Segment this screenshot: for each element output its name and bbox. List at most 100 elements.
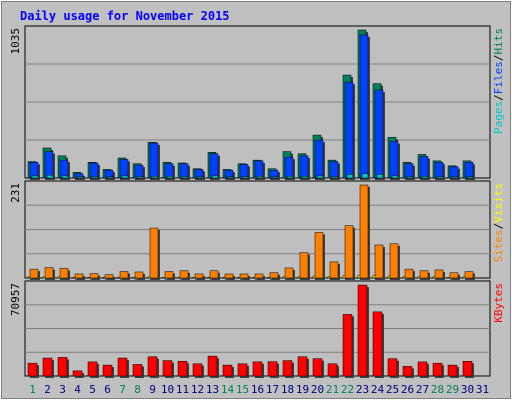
bar-pages-day-27-shadow [424,178,430,180]
bar-kbytes-day-13 [207,355,218,377]
bar-files-day-2 [44,151,54,179]
day-label-25: 25 [386,383,399,396]
bar-sites-day-4 [74,273,84,279]
bar-files-day-21 [329,161,339,179]
bar-pages-day-17 [271,176,279,179]
day-label-26: 26 [401,383,414,396]
bar-pages-day-25 [391,175,399,179]
bar-pages-day-4-shadow [79,178,85,180]
bar-sites-day-6-shadow [107,276,115,280]
legend-entry-hits-files-pages-4: Hits [492,28,505,55]
bar-kbytes-day-24 [372,311,383,377]
bar-kbytes-day-23 [357,284,368,377]
legend-entry-hits-files-pages-0: Pages [492,101,505,134]
legend-entry-hits-files-pages-3: / [492,55,505,62]
day-label-17: 17 [266,383,279,396]
legend-entry-visits-sites-0: Sites [492,229,505,262]
bar-sites-day-26 [404,268,414,279]
day-label-20: 20 [311,383,324,396]
bar-files-day-13 [209,153,219,179]
bar-pages-day-19-shadow [304,178,310,180]
bar-files-day-28 [434,162,444,179]
legend-visits-sites: Sites/Visits [492,183,505,263]
day-label-19: 19 [296,383,309,396]
bar-sites-day-9 [149,227,159,279]
bar-kbytes-day-29 [447,364,458,377]
ymax-label-kbytes: 70957 [9,283,22,316]
bar-kbytes-day-9 [147,356,158,377]
day-label-30: 30 [461,383,474,396]
bar-kbytes-day-5 [87,361,98,377]
day-label-22: 22 [341,383,354,396]
bar-files-day-11 [179,163,189,179]
legend-entry-hits-files-pages-2: Files [492,61,505,94]
bar-pages-day-28-shadow [439,178,445,180]
bar-pages-day-30-shadow [469,178,475,180]
bar-pages-day-26 [406,176,414,179]
bar-pages-day-6-shadow [109,178,115,180]
bar-kbytes-day-22 [342,314,353,377]
day-label-10: 10 [161,383,174,396]
bar-files-day-20 [314,139,324,179]
legend-entry-visits-sites-1: / [492,223,505,230]
legend-entry-hits-files-pages-1: / [492,94,505,101]
bar-sites-day-22 [344,225,354,279]
bar-sites-day-20 [314,232,324,279]
bar-pages-day-15-shadow [244,178,250,180]
day-label-4: 4 [74,383,81,396]
bar-kbytes-day-1 [27,362,38,377]
bar-kbytes-day-27 [417,361,428,377]
bar-pages-day-7 [121,175,129,179]
bar-pages-day-3-shadow [64,177,70,180]
bar-files-day-22 [344,81,354,179]
bar-pages-day-14-shadow [229,178,235,180]
bar-pages-day-10-shadow [169,178,175,180]
bar-files-day-3 [59,159,69,179]
bar-sites-day-10 [164,271,174,279]
bar-pages-day-15 [241,176,249,179]
bar-sites-day-11 [179,270,189,279]
bar-pages-day-6 [106,176,114,179]
bar-kbytes-day-2 [42,357,53,377]
day-label-28: 28 [431,383,444,396]
legend-kbytes: KBytes [492,283,505,323]
bar-sites-day-8 [134,271,144,279]
bar-files-day-16 [254,160,264,179]
day-label-14: 14 [221,383,235,396]
bar-files-day-18 [284,157,294,179]
bar-pages-day-9 [151,176,159,179]
bar-kbytes-day-21 [327,363,338,377]
day-label-21: 21 [326,383,339,396]
bar-pages-day-24 [376,174,384,179]
bar-files-day-29 [449,166,459,179]
bar-sites-day-23 [359,184,369,279]
bar-kbytes-day-18 [282,360,293,377]
bar-files-day-15 [239,164,249,179]
day-label-2: 2 [44,383,51,396]
bar-sites-day-3 [59,268,69,279]
bar-kbytes-day-8 [132,364,143,377]
bar-sites-day-18 [284,267,294,279]
bar-pages-day-13 [211,175,219,179]
day-label-13: 13 [206,383,219,396]
bar-files-day-25 [389,141,399,179]
bar-files-day-8 [134,164,144,179]
bar-pages-day-28 [436,176,444,179]
bar-kbytes-day-26 [402,366,413,377]
bar-pages-day-13-shadow [214,177,220,180]
bar-pages-day-25-shadow [394,177,400,180]
bar-pages-day-27 [421,176,429,179]
bar-pages-day-26-shadow [409,178,415,180]
bar-pages-day-9-shadow [154,178,160,180]
bar-sites-day-21 [329,261,339,279]
ymax-label-visits-sites: 231 [9,183,22,203]
bar-pages-day-3 [61,175,69,179]
bar-pages-day-7-shadow [124,177,130,180]
bar-sites-day-17 [269,272,279,279]
bar-sites-day-1 [29,268,39,279]
bar-pages-day-19 [301,176,309,179]
bar-pages-day-18 [286,176,294,179]
bar-kbytes-day-3 [57,357,68,377]
